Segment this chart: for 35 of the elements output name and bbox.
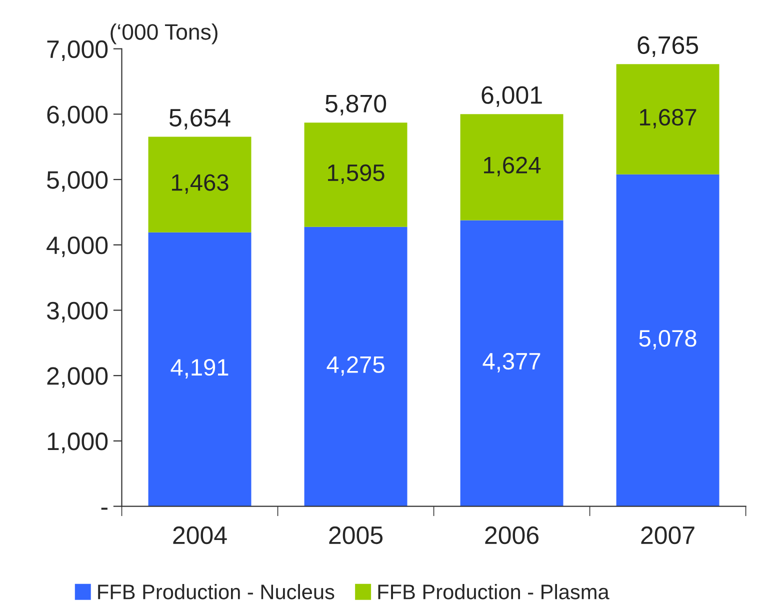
x-tick-label: 2006	[485, 526, 538, 544]
data-label: 1,687	[640, 108, 696, 128]
y-tick-label: 6,000	[47, 106, 108, 126]
bar	[304, 122, 408, 227]
legend-label: FFB Production - Nucleus	[98, 584, 334, 600]
y-tick-label: 7,000	[47, 40, 108, 62]
bar	[616, 174, 720, 506]
data-label: 4,275	[326, 356, 384, 376]
legend-label: FFB Production - Plasma	[378, 584, 610, 600]
y-tick-label: 3,000	[46, 302, 108, 322]
bar	[616, 64, 720, 174]
data-label: 1,463	[172, 174, 228, 194]
y-tick-label: 1,000	[48, 432, 108, 454]
y-tick-label: 5,000	[47, 171, 108, 192]
y-tick-label: 4,000	[46, 236, 108, 258]
total-label: 5,654	[169, 108, 230, 130]
x-tick-label: 2005	[329, 526, 383, 544]
y-axis-title: (‘000 Tons)	[110, 24, 218, 44]
bar	[304, 226, 408, 506]
bar	[460, 220, 564, 506]
bar	[460, 114, 564, 220]
bar	[148, 136, 252, 232]
data-label: 4,377	[482, 352, 540, 372]
bar	[148, 232, 252, 506]
total-label: 6,765	[638, 36, 698, 57]
data-label: 1,624	[484, 156, 541, 176]
y-tick-label: -	[101, 508, 108, 510]
data-label: 1,595	[328, 164, 384, 184]
data-label: 5,078	[639, 330, 696, 350]
x-tick-label: 2004	[173, 526, 227, 544]
data-label: 4,191	[170, 358, 228, 378]
total-label: 6,001	[482, 86, 542, 107]
y-tick-label: 2,000	[47, 367, 108, 388]
total-label: 5,870	[325, 94, 386, 116]
x-tick-label: 2007	[641, 526, 694, 544]
